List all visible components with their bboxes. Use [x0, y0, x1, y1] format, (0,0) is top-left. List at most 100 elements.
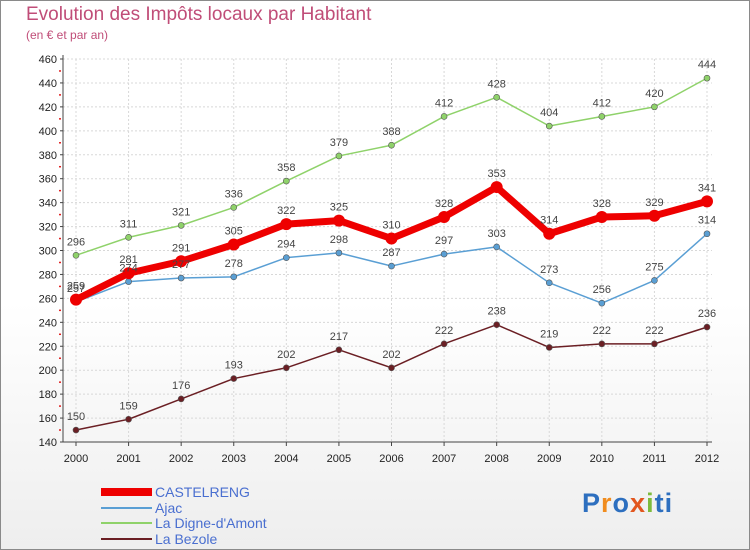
chart-title: Evolution des Impôts locaux par Habitant — [26, 4, 372, 25]
logo-letter: i — [664, 488, 674, 518]
data-point — [703, 323, 711, 331]
data-label: 297 — [435, 235, 453, 247]
data-label: 217 — [330, 331, 348, 343]
y-tick-label: 380 — [39, 150, 57, 162]
logo-letter: i — [646, 488, 655, 518]
proxiti-logo: Proxiti — [582, 488, 673, 519]
data-label: 176 — [172, 380, 190, 392]
data-label: 329 — [645, 197, 663, 209]
legend-label: CASTELRENG — [155, 484, 250, 500]
data-label: 219 — [540, 328, 558, 340]
data-label: 294 — [277, 239, 295, 251]
data-label: 202 — [382, 349, 400, 361]
data-label: 353 — [487, 168, 505, 180]
data-label: 277 — [172, 259, 190, 271]
legend-label: La Bezole — [155, 531, 217, 547]
data-point — [440, 113, 448, 120]
data-label: 305 — [225, 226, 243, 238]
y-tick-label: 420 — [39, 102, 57, 114]
y-tick-label: 340 — [39, 198, 57, 210]
logo-letter: P — [582, 488, 602, 518]
data-point — [701, 195, 713, 208]
series-group — [70, 74, 713, 434]
data-point — [335, 346, 343, 354]
data-label: 236 — [698, 308, 716, 320]
x-tick-label: 2006 — [379, 453, 403, 465]
data-point — [388, 262, 395, 270]
data-point — [72, 251, 80, 259]
data-point — [177, 274, 185, 282]
data-label: 328 — [593, 198, 611, 210]
data-point — [651, 103, 658, 111]
data-point — [335, 249, 343, 257]
data-point — [335, 152, 343, 160]
data-point — [598, 299, 606, 307]
data-label: 150 — [67, 411, 85, 423]
data-point — [648, 209, 661, 222]
data-point — [230, 204, 238, 211]
legend-label: La Digne-d'Amont — [155, 515, 267, 531]
data-point — [651, 340, 658, 348]
data-point — [230, 273, 238, 281]
data-label: 202 — [277, 349, 295, 361]
x-tick-label: 2002 — [169, 453, 193, 465]
y-tick-label: 440 — [39, 78, 57, 90]
data-label: 257 — [67, 283, 85, 295]
data-point — [125, 415, 132, 423]
data-label: 311 — [120, 218, 138, 230]
data-label: 291 — [172, 242, 190, 254]
data-label: 314 — [698, 215, 716, 227]
data-point — [651, 277, 658, 284]
data-label: 328 — [435, 198, 453, 210]
data-label: 412 — [593, 97, 611, 109]
data-label: 428 — [487, 78, 505, 90]
data-label: 274 — [119, 263, 137, 275]
data-label: 275 — [645, 261, 663, 273]
data-label: 222 — [645, 325, 663, 337]
data-point — [122, 267, 135, 280]
y-tick-label: 240 — [39, 317, 57, 329]
data-label: 303 — [487, 228, 505, 240]
data-label: 314 — [540, 215, 558, 227]
data-label: 336 — [225, 188, 243, 200]
data-label: 256 — [593, 284, 611, 296]
data-point — [440, 250, 448, 258]
data-label: 321 — [172, 206, 190, 218]
x-tick-label: 2005 — [327, 453, 351, 465]
data-point — [280, 218, 293, 231]
axes: 140 160 180 200 220 240 260 280 300 320 340 360 380 4… — [39, 54, 720, 465]
x-tick-label: 2009 — [537, 453, 561, 465]
x-tick-label: 2012 — [695, 453, 719, 465]
y-tick-label: 360 — [39, 174, 57, 186]
data-point — [543, 227, 556, 240]
data-point — [177, 222, 185, 229]
data-label: 322 — [277, 205, 295, 217]
y-tick-label: 260 — [39, 293, 57, 305]
logo-letter: t — [654, 488, 665, 518]
data-point — [490, 181, 503, 194]
y-tick-label: 160 — [39, 413, 57, 425]
data-point — [598, 113, 606, 120]
data-point — [125, 278, 132, 285]
x-tick-label: 2001 — [116, 453, 140, 465]
data-label: 404 — [540, 107, 558, 119]
data-point — [493, 243, 500, 251]
data-label: 287 — [382, 247, 400, 259]
data-label: 296 — [67, 236, 85, 248]
data-point — [493, 94, 500, 101]
y-tick-label: 320 — [39, 222, 57, 234]
data-label: 193 — [225, 360, 243, 372]
data-label: 238 — [487, 306, 505, 318]
logo-letter: o — [612, 488, 631, 518]
data-label: 412 — [435, 97, 453, 109]
data-label: 420 — [645, 88, 663, 100]
data-label: 278 — [225, 258, 243, 270]
data-point — [438, 210, 451, 223]
x-tick-label: 2011 — [643, 453, 667, 465]
data-point — [283, 364, 290, 372]
y-tick-label: 140 — [39, 437, 57, 449]
x-tick-label: 2010 — [590, 453, 614, 465]
data-point — [70, 293, 82, 306]
